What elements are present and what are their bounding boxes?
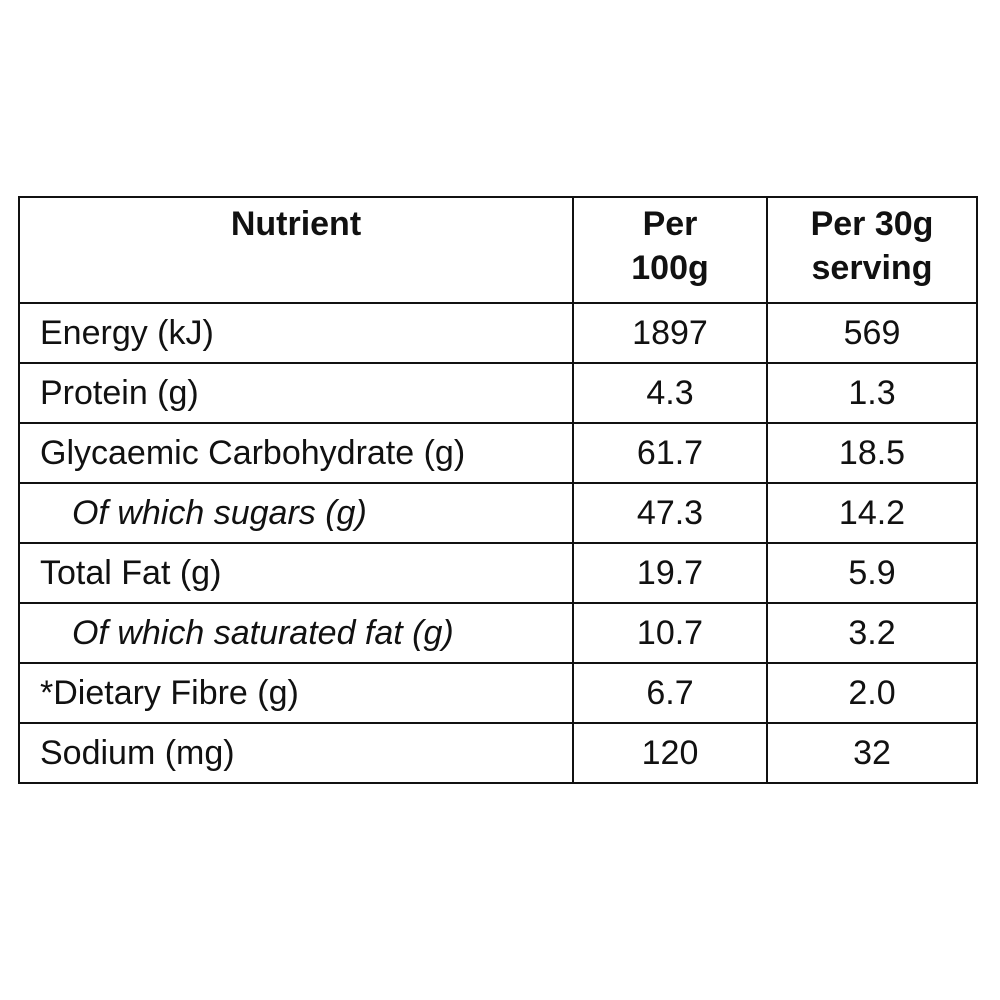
nutrient-name: Sodium (mg): [18, 722, 574, 784]
per-100g-value: 1897: [572, 302, 768, 364]
table-row: Sodium (mg) 120 32: [18, 722, 978, 784]
header-row: Nutrient Per 100g Per 30g serving: [18, 196, 978, 304]
header-per-serving: Per 30g serving: [766, 196, 978, 304]
per-serving-value: 5.9: [766, 542, 978, 604]
header-per-100g-line2: 100g: [631, 249, 709, 287]
nutrient-subname: Of which saturated fat (g): [18, 602, 574, 664]
header-per-serving-line2: serving: [811, 249, 933, 287]
per-100g-value: 6.7: [572, 662, 768, 724]
per-100g-value: 120: [572, 722, 768, 784]
header-per-100g: Per 100g: [572, 196, 768, 304]
per-100g-value: 10.7: [572, 602, 768, 664]
table-row: *Dietary Fibre (g) 6.7 2.0: [18, 662, 978, 724]
header-nutrient-label: Nutrient: [230, 205, 362, 243]
per-serving-value: 3.2: [766, 602, 978, 664]
per-100g-value: 19.7: [572, 542, 768, 604]
header-per-serving-line1: Per 30g: [810, 205, 934, 243]
per-serving-value: 14.2: [766, 482, 978, 544]
nutrition-table: Nutrient Per 100g Per 30g serving Energy…: [18, 196, 978, 784]
table-row: Protein (g) 4.3 1.3: [18, 362, 978, 424]
nutrient-name: *Dietary Fibre (g): [18, 662, 574, 724]
table-row: Total Fat (g) 19.7 5.9: [18, 542, 978, 604]
per-100g-value: 61.7: [572, 422, 768, 484]
per-100g-value: 4.3: [572, 362, 768, 424]
table-row: Energy (kJ) 1897 569: [18, 302, 978, 364]
per-serving-value: 569: [766, 302, 978, 364]
table-row: Glycaemic Carbohydrate (g) 61.7 18.5: [18, 422, 978, 484]
nutrient-subname: Of which sugars (g): [18, 482, 574, 544]
per-serving-value: 2.0: [766, 662, 978, 724]
header-nutrient: Nutrient: [18, 196, 574, 304]
nutrient-name: Glycaemic Carbohydrate (g): [18, 422, 574, 484]
table-row: Of which saturated fat (g) 10.7 3.2: [18, 602, 978, 664]
table-row: Of which sugars (g) 47.3 14.2: [18, 482, 978, 544]
per-serving-value: 32: [766, 722, 978, 784]
per-100g-value: 47.3: [572, 482, 768, 544]
header-per-100g-line1: Per: [642, 205, 698, 243]
nutrient-name: Protein (g): [18, 362, 574, 424]
per-serving-value: 1.3: [766, 362, 978, 424]
nutrient-name: Total Fat (g): [18, 542, 574, 604]
nutrient-name: Energy (kJ): [18, 302, 574, 364]
per-serving-value: 18.5: [766, 422, 978, 484]
